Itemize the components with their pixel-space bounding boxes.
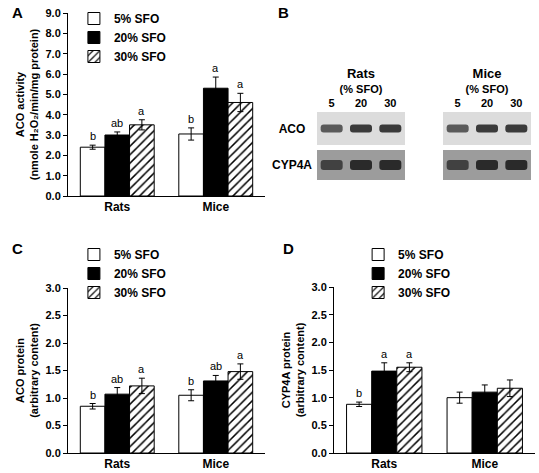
svg-text:Rats: Rats (104, 200, 130, 214)
svg-text:0.0: 0.0 (46, 190, 61, 202)
svg-text:20: 20 (355, 97, 367, 109)
svg-text:30% SFO: 30% SFO (398, 286, 450, 300)
svg-text:0.5: 0.5 (312, 419, 327, 431)
svg-text:2.5: 2.5 (312, 309, 327, 321)
svg-text:3.0: 3.0 (312, 281, 327, 293)
svg-text:5% SFO: 5% SFO (114, 248, 159, 262)
svg-text:ACO activity(nmole H₂O₂/min/mg: ACO activity(nmole H₂O₂/min/mg protein) (14, 28, 40, 180)
svg-text:(% SFO): (% SFO) (340, 83, 383, 95)
svg-text:a: a (406, 348, 413, 360)
svg-text:2.5: 2.5 (46, 309, 61, 321)
svg-text:5: 5 (329, 97, 335, 109)
svg-text:7.0: 7.0 (46, 48, 61, 60)
svg-text:0.0: 0.0 (312, 447, 327, 459)
svg-text:20% SFO: 20% SFO (114, 31, 166, 45)
svg-text:ACO: ACO (279, 122, 306, 136)
svg-text:5% SFO: 5% SFO (398, 248, 443, 262)
svg-text:(% SFO): (% SFO) (466, 83, 509, 95)
svg-text:Mice: Mice (471, 457, 498, 471)
svg-text:Mice: Mice (473, 66, 502, 81)
svg-text:ab: ab (210, 360, 222, 372)
svg-text:a: a (212, 62, 219, 74)
svg-text:5.0: 5.0 (46, 88, 61, 100)
svg-text:ab: ab (111, 117, 123, 129)
svg-text:0.0: 0.0 (46, 447, 61, 459)
svg-text:Rats: Rats (371, 457, 397, 471)
svg-text:b: b (188, 375, 194, 387)
svg-text:0.5: 0.5 (46, 419, 61, 431)
svg-text:3.0: 3.0 (46, 282, 61, 294)
svg-text:1.5: 1.5 (312, 364, 327, 376)
svg-text:b: b (90, 389, 96, 401)
svg-text:2.0: 2.0 (312, 336, 327, 348)
svg-text:30: 30 (384, 97, 396, 109)
svg-text:b: b (356, 387, 362, 399)
svg-text:CYP4A: CYP4A (272, 158, 312, 172)
html-text:A: A (12, 4, 23, 21)
svg-text:20: 20 (481, 97, 493, 109)
svg-text:9.0: 9.0 (46, 7, 61, 19)
svg-text:a: a (237, 349, 244, 361)
svg-text:1.0: 1.0 (312, 392, 327, 404)
svg-text:Rats: Rats (347, 66, 375, 81)
svg-text:B: B (278, 4, 289, 21)
svg-text:1.0: 1.0 (46, 392, 61, 404)
svg-text:30% SFO: 30% SFO (114, 286, 166, 300)
svg-text:2.0: 2.0 (46, 337, 61, 349)
svg-text:1.0: 1.0 (46, 170, 61, 182)
svg-text:b: b (90, 130, 96, 142)
svg-text:5% SFO: 5% SFO (114, 12, 159, 26)
svg-text:3.0: 3.0 (46, 129, 61, 141)
svg-text:ACO protein(arbitrary content): ACO protein(arbitrary content) (14, 323, 40, 418)
svg-text:Mice: Mice (202, 457, 229, 471)
svg-text:5: 5 (455, 97, 461, 109)
svg-text:a: a (138, 105, 145, 117)
svg-text:Rats: Rats (104, 457, 130, 471)
svg-text:6.0: 6.0 (46, 68, 61, 80)
svg-text:20% SFO: 20% SFO (398, 267, 450, 281)
svg-text:b: b (188, 113, 194, 125)
svg-text:4.0: 4.0 (46, 109, 61, 121)
svg-text:1.5: 1.5 (46, 364, 61, 376)
svg-text:8.0: 8.0 (46, 27, 61, 39)
svg-text:ab: ab (111, 373, 123, 385)
svg-text:a: a (237, 78, 244, 90)
svg-text:a: a (138, 363, 145, 375)
svg-text:Mice: Mice (202, 200, 229, 214)
svg-text:CYP4A protein(arbitrary conten: CYP4A protein(arbitrary content) (280, 322, 306, 417)
svg-text:a: a (381, 348, 388, 360)
svg-text:2.0: 2.0 (46, 149, 61, 161)
svg-text:20% SFO: 20% SFO (114, 267, 166, 281)
svg-text:30: 30 (510, 97, 522, 109)
svg-text:30% SFO: 30% SFO (114, 50, 166, 64)
html-text:D: D (283, 240, 294, 257)
html-text:C: C (12, 240, 23, 257)
